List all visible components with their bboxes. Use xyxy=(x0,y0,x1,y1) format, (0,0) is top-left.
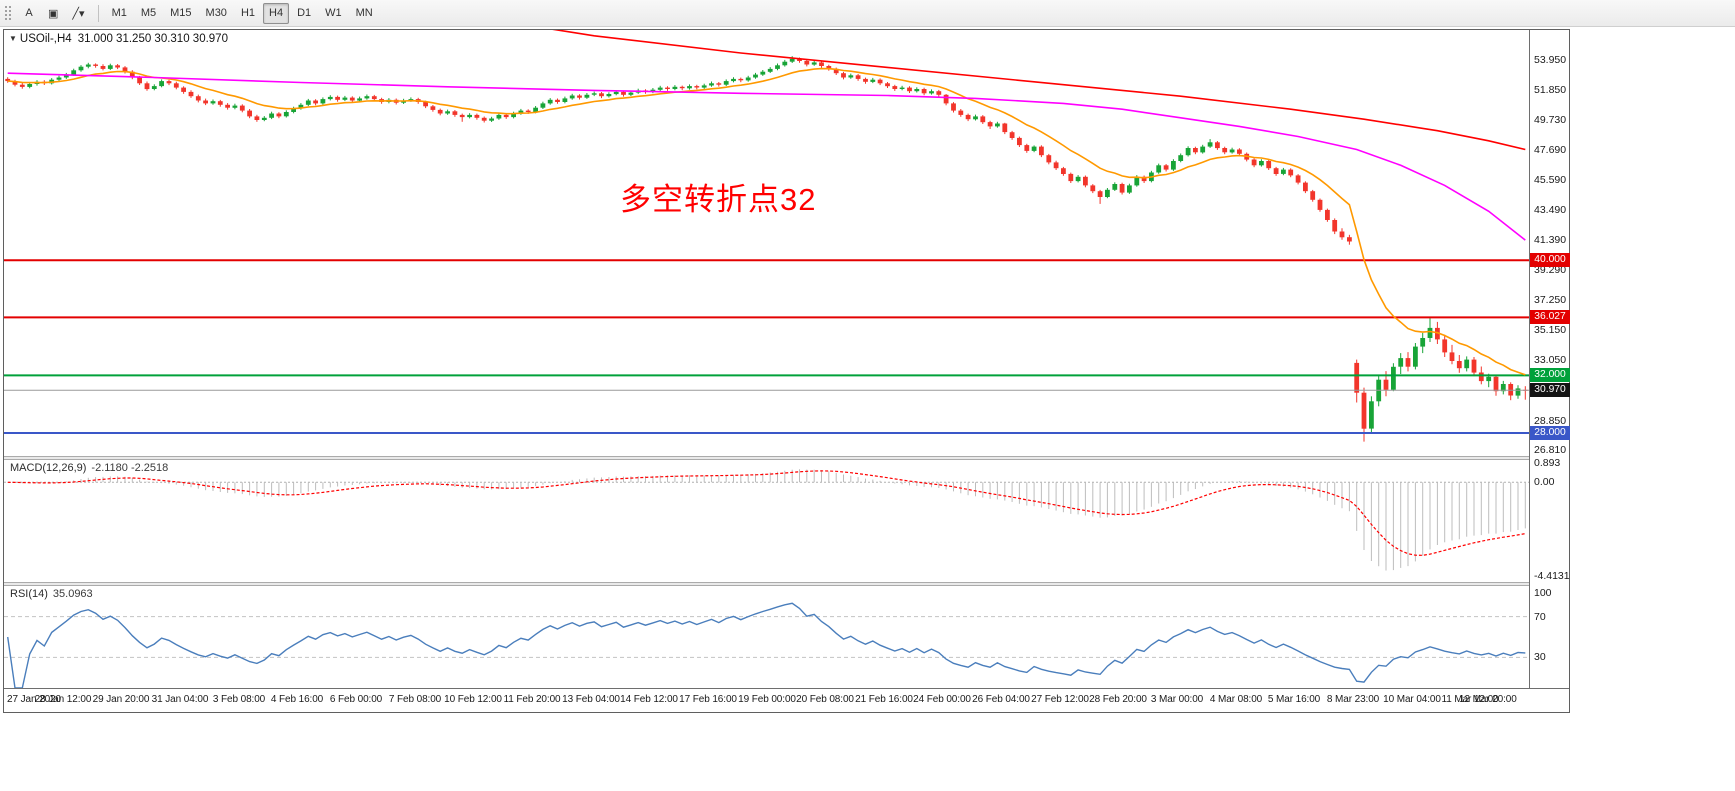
top-toolbar: A ▣ ╱▾ M1 M5 M15 M30 H1 H4 D1 W1 MN xyxy=(0,0,1735,27)
date-label: 27 Jan 2020 xyxy=(7,694,61,705)
main-price-chart[interactable] xyxy=(4,30,1529,456)
rsi-line xyxy=(7,602,1526,688)
price-tick-label: 51.850 xyxy=(1534,84,1567,96)
candlestick-series xyxy=(5,56,1528,442)
price-tick-label: 43.490 xyxy=(1534,204,1567,216)
date-label: 27 Feb 12:00 xyxy=(1031,694,1089,705)
date-label: 4 Feb 16:00 xyxy=(270,694,324,705)
date-label: 28 Jan 12:00 xyxy=(34,694,92,705)
date-label: 28 Feb 20:00 xyxy=(1089,694,1147,705)
panel-splitter-macd[interactable] xyxy=(4,456,1569,460)
timeframe-button-h1[interactable]: H1 xyxy=(240,7,255,19)
macd-histogram xyxy=(14,469,1526,571)
macd-panel[interactable] xyxy=(4,460,1529,582)
overlay-ma-mid xyxy=(7,72,1526,241)
timeframe-button-d1[interactable]: D1 xyxy=(297,7,312,19)
date-label: 7 Feb 08:00 xyxy=(388,694,442,705)
timeframe-button-h4[interactable]: H4 xyxy=(263,2,290,24)
symbol-period-label: USOil-,H4 xyxy=(19,33,72,45)
rsi-value: 35.0963 xyxy=(52,588,93,600)
date-label: 10 Mar 04:00 xyxy=(1383,694,1441,705)
date-label: 12 Mar 20:00 xyxy=(1459,694,1517,705)
price-badge-32.000: 32.000 xyxy=(1530,368,1570,382)
date-label: 11 Feb 20:00 xyxy=(503,694,561,705)
toolbar-separator xyxy=(97,4,99,22)
time-axis[interactable]: 27 Jan 2020 28 Jan 12:00 29 Jan 20:00 31 Ja… xyxy=(4,688,1569,712)
chart-title: ▼ USOil-,H4 31.000 31.250 30.310 30.970 xyxy=(9,33,228,45)
date-label: 14 Feb 12:00 xyxy=(620,694,678,705)
toolbar-drag-handle[interactable] xyxy=(4,5,12,21)
price-badge-36.027: 36.027 xyxy=(1530,310,1570,324)
timeframe-button-mn[interactable]: MN xyxy=(355,7,373,19)
macd-name: MACD(12,26,9) xyxy=(10,462,87,474)
date-label: 6 Feb 00:00 xyxy=(329,694,383,705)
objects-tool[interactable]: ▣ xyxy=(48,7,59,20)
price-tick-label: 47.690 xyxy=(1534,144,1567,156)
date-label: 11 Mar 12:00 xyxy=(1441,694,1499,705)
current-price-badge: 30.970 xyxy=(1530,383,1570,397)
rsi-scale-label: 100 xyxy=(1534,587,1552,599)
date-label: 8 Mar 23:00 xyxy=(1326,694,1380,705)
date-label: 3 Feb 08:00 xyxy=(212,694,266,705)
timeframe-button-m15[interactable]: M15 xyxy=(170,7,192,19)
drawing-tool-group: A ▣ ╱▾ xyxy=(18,3,91,24)
rsi-scale-label: 70 xyxy=(1534,611,1546,623)
date-label: 29 Jan 20:00 xyxy=(92,694,150,705)
timeframe-button-m1[interactable]: M1 xyxy=(111,7,127,19)
rsi-label: RSI(14) 35.0963 xyxy=(10,588,93,600)
price-tick-label: 33.050 xyxy=(1534,354,1567,366)
price-tick-label: 35.150 xyxy=(1534,324,1567,336)
price-badge-28.000: 28.000 xyxy=(1530,426,1570,440)
price-tick-label: 41.390 xyxy=(1534,234,1567,246)
date-label: 20 Feb 08:00 xyxy=(796,694,854,705)
price-tick-label: 45.590 xyxy=(1534,174,1567,186)
timeframe-button-m5[interactable]: M5 xyxy=(140,7,157,19)
timeframe-button-w1[interactable]: W1 xyxy=(325,7,342,19)
date-label: 13 Feb 04:00 xyxy=(562,694,620,705)
date-label: 26 Feb 04:00 xyxy=(972,694,1030,705)
line-studies-dropdown[interactable]: ╱▾ xyxy=(72,7,85,20)
timeframe-button-m30[interactable]: M30 xyxy=(205,7,227,19)
panel-splitter-rsi[interactable] xyxy=(4,582,1569,586)
date-label: 31 Jan 04:00 xyxy=(151,694,209,705)
chart-annotation-text[interactable]: 多空转折点32 xyxy=(620,182,817,217)
price-axis[interactable]: 53.950 51.850 49.730 47.690 45.590 43.490 41.3… xyxy=(1529,30,1570,688)
text-tool[interactable]: A xyxy=(25,7,33,19)
date-label: 17 Feb 16:00 xyxy=(679,694,737,705)
date-label: 4 Mar 08:00 xyxy=(1209,694,1263,705)
macd-scale-label: -4.4131 xyxy=(1534,570,1570,582)
date-label: 24 Feb 00:00 xyxy=(913,694,971,705)
macd-scale-label: 0.893 xyxy=(1534,457,1561,469)
macd-label: MACD(12,26,9) -2.1180 -2.2518 xyxy=(10,462,168,474)
macd-scale-label: 0.00 xyxy=(1534,476,1555,488)
price-tick-label: 26.810 xyxy=(1534,444,1567,456)
date-label: 3 Mar 00:00 xyxy=(1150,694,1204,705)
chart-window[interactable]: ▼ USOil-,H4 31.000 31.250 30.310 30.970 多空… xyxy=(3,29,1570,713)
price-badge-40.000: 40.000 xyxy=(1530,253,1570,267)
date-label: 10 Feb 12:00 xyxy=(444,694,502,705)
price-tick-label: 49.730 xyxy=(1534,114,1567,126)
collapse-arrow-icon[interactable]: ▼ xyxy=(9,34,17,43)
rsi-scale-label: 30 xyxy=(1534,651,1546,663)
rsi-name: RSI(14) xyxy=(10,588,48,600)
macd-values: -2.1180 -2.2518 xyxy=(91,462,169,474)
date-label: 21 Feb 16:00 xyxy=(855,694,913,705)
macd-signal-line xyxy=(7,470,1526,556)
rsi-panel[interactable] xyxy=(4,586,1529,688)
date-label: 5 Mar 16:00 xyxy=(1267,694,1321,705)
overlay-ma-slow xyxy=(552,30,1526,151)
date-label: 19 Feb 00:00 xyxy=(738,694,796,705)
ohlc-readout: 31.000 31.250 30.310 30.970 xyxy=(77,33,228,45)
price-tick-label: 28.850 xyxy=(1534,415,1567,427)
price-tick-label: 37.250 xyxy=(1534,294,1567,306)
price-tick-label: 39.290 xyxy=(1534,264,1567,276)
price-tick-label: 53.950 xyxy=(1534,54,1567,66)
overlay-ma-fast xyxy=(7,67,1526,376)
timeframe-group: M1 M5 M15 M30 H1 H4 D1 W1 MN xyxy=(106,2,379,24)
